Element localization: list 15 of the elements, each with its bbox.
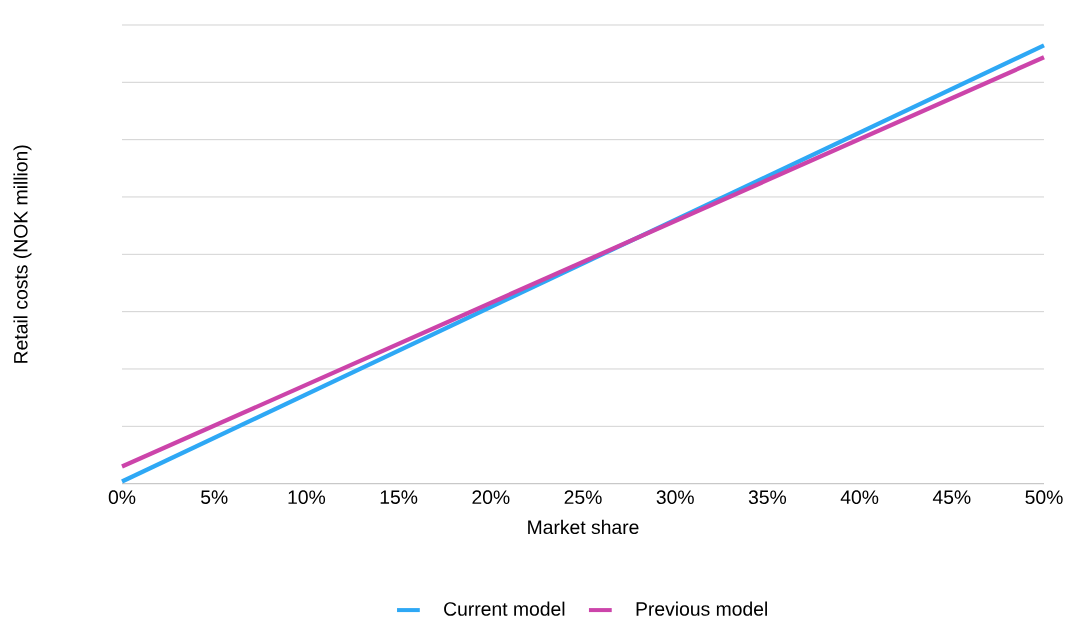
x-tick-label: 25% <box>564 490 602 505</box>
x-tick-label: 35% <box>748 490 787 505</box>
x-tick-label: 30% <box>656 490 694 505</box>
x-tick-label: 45% <box>932 490 971 504</box>
x-axis-title: Market share <box>528 519 639 535</box>
x-tick-label: 0% <box>108 490 136 505</box>
x-tick-label: 15% <box>380 490 418 504</box>
x-tick-label: 5% <box>201 490 228 504</box>
x-tick-label: 10% <box>288 490 326 505</box>
legend-label: Previous model <box>636 601 767 616</box>
legend-label: Current model <box>444 601 565 616</box>
x-tick-label: 50% <box>1025 490 1063 505</box>
x-tick-label: 20% <box>472 490 510 505</box>
x-tick-label: 40% <box>840 490 879 505</box>
y-axis-title: Retail costs (NOK million) <box>13 145 32 363</box>
